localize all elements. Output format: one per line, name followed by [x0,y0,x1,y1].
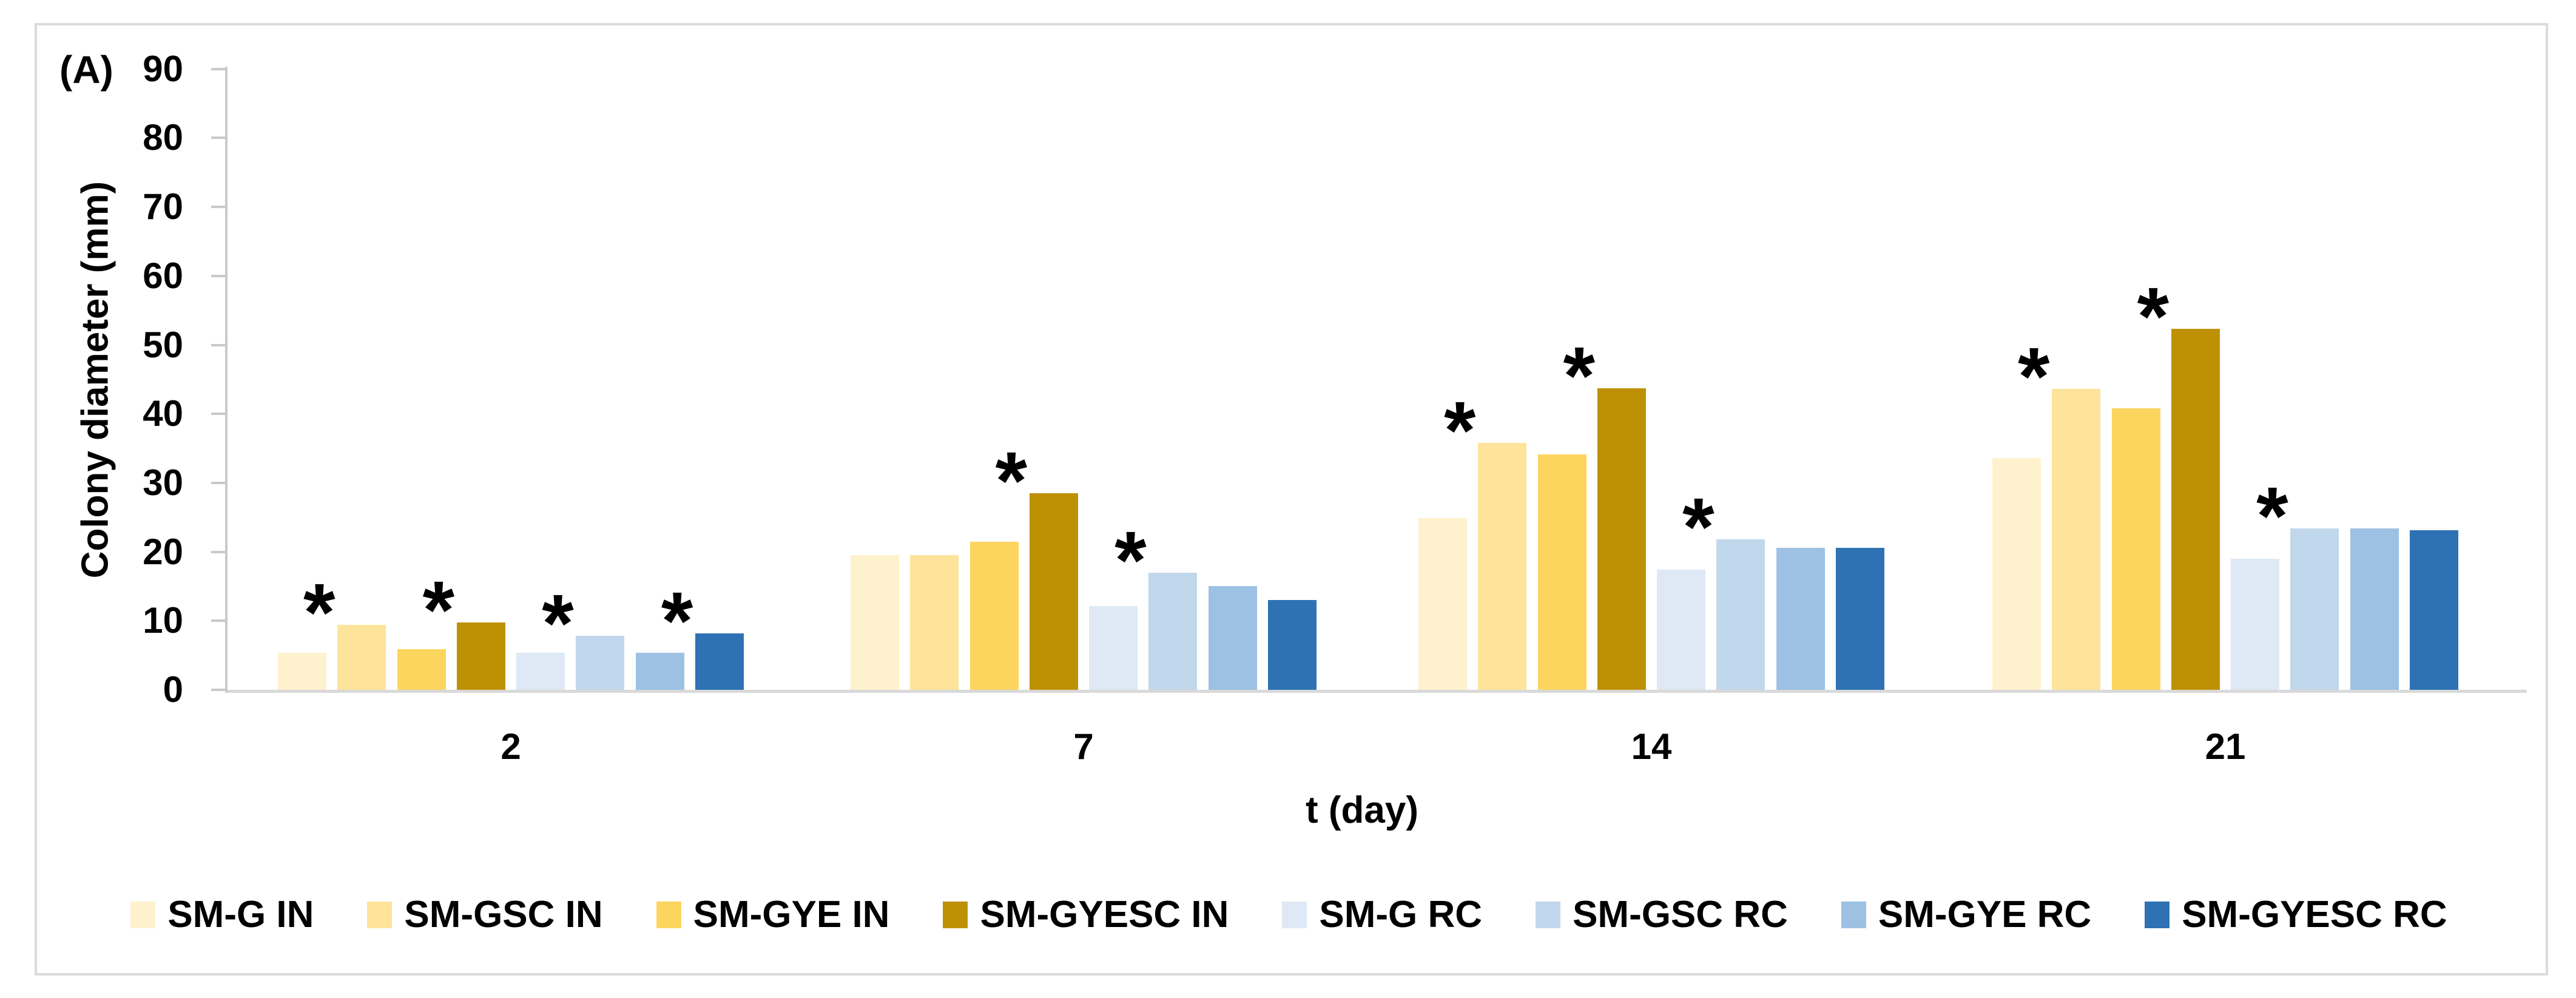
legend-entry-sm-g-rc: SM-G RC [1282,893,1482,936]
bar-sm-gye-rc-day14 [1776,547,1825,690]
bar-sm-gye-rc-day21 [2350,528,2399,690]
significance-asterisk: * [1563,329,1596,422]
bar-sm-g-in-day14 [1418,518,1467,690]
legend-entry-sm-gyesc-rc: SM-GYESC RC [2145,893,2447,936]
bar-sm-gye-in-day21 [2111,408,2160,690]
bar-sm-gye-in-day2 [397,649,446,690]
bar-sm-gyesc-in-day2 [456,622,505,690]
legend-swatch-icon [943,901,968,928]
y-tick-mark [211,343,228,346]
significance-asterisk: * [1114,514,1147,606]
bar-sm-gsc-rc-day14 [1716,539,1765,690]
y-axis-line [225,67,228,693]
bar-sm-g-rc-day21 [2231,558,2280,690]
y-tick-label-80: 80 [143,117,183,158]
bar-sm-gyesc-rc-day2 [695,633,744,690]
bar-sm-gye-in-day7 [969,541,1019,690]
bar-sm-gyesc-rc-day7 [1268,600,1317,690]
x-category-label-21: 21 [2205,726,2246,767]
x-category-label-2: 2 [501,726,521,767]
x-axis-title: t (day) [1306,789,1418,831]
legend-label: SM-G IN [167,894,314,936]
bar-sm-g-in-day21 [1992,457,2041,690]
panel-label: (A) [59,48,113,92]
significance-asterisk: * [661,575,693,667]
y-tick-label-30: 30 [143,462,183,503]
bar-sm-gye-rc-day2 [635,652,684,690]
bar-sm-gye-in-day14 [1537,454,1586,690]
y-tick-mark [211,206,228,209]
y-tick-label-40: 40 [143,393,183,434]
legend-label: SM-G RC [1319,894,1483,936]
x-category-label-7: 7 [1073,726,1094,767]
bar-sm-gsc-rc-day7 [1148,572,1198,690]
bar-sm-gye-rc-day7 [1208,586,1257,690]
bar-sm-gsc-rc-day21 [2290,528,2339,690]
legend-swatch-icon [1841,901,1866,928]
bar-sm-gsc-in-day7 [910,555,959,690]
y-tick-label-20: 20 [143,531,183,572]
bar-sm-g-rc-day2 [516,652,565,690]
y-tick-label-60: 60 [143,255,183,296]
legend-entry-sm-gye-rc: SM-GYE RC [1841,893,2091,936]
legend-swatch-icon [1282,901,1307,928]
y-tick-label-50: 50 [143,324,183,365]
x-category-label-14: 14 [1631,726,1672,767]
bar-sm-g-rc-day14 [1657,570,1706,690]
bar-sm-gyesc-in-day14 [1597,388,1646,690]
bar-sm-gyesc-rc-day14 [1836,547,1885,690]
y-tick-mark [211,689,228,691]
significance-asterisk: * [422,564,455,656]
legend-entry-sm-gsc-rc: SM-GSC RC [1536,893,1788,936]
legend-label: SM-GYESC RC [2182,894,2447,936]
legend-entry-sm-gye-in: SM-GYE IN [656,893,890,936]
significance-asterisk: * [1443,384,1476,476]
legend-swatch-icon [130,901,156,928]
bar-sm-gsc-in-day21 [2052,389,2101,690]
y-tick-mark [211,619,228,622]
significance-asterisk: * [2256,470,2288,562]
significance-asterisk: * [303,566,335,658]
y-axis-title: Colony diameter (mm) [74,181,116,579]
y-tick-mark [211,67,228,70]
bar-sm-gyesc-in-day7 [1029,493,1078,690]
bar-sm-gsc-in-day14 [1478,442,1527,690]
significance-asterisk: * [2017,331,2050,423]
legend-entry-sm-gyesc-in: SM-GYESC IN [943,893,1229,936]
legend: SM-G IN SM-GSC IN SM-GYE IN SM-GYESC IN SM-G… [35,893,2543,936]
y-tick-label-70: 70 [143,186,183,228]
y-tick-label-0: 0 [163,669,183,710]
y-tick-mark [211,413,228,416]
legend-swatch-icon [367,901,393,928]
significance-asterisk: * [542,578,574,670]
legend-swatch-icon [656,901,681,928]
significance-asterisk: * [995,434,1028,527]
bar-sm-g-in-day2 [277,652,326,690]
bar-sm-gsc-rc-day2 [576,636,625,690]
bar-sm-gyesc-rc-day21 [2410,530,2459,690]
y-tick-mark [211,550,228,553]
bar-sm-gyesc-in-day21 [2171,329,2220,690]
legend-label: SM-GYE RC [1878,894,2092,936]
significance-asterisk: * [2137,271,2170,363]
legend-label: SM-GSC IN [404,894,603,936]
x-axis-baseline [228,690,2527,693]
significance-asterisk: * [1682,480,1715,573]
legend-entry-sm-g-in: SM-G IN [130,893,314,936]
legend-swatch-icon [2145,901,2170,928]
legend-entry-sm-gsc-in: SM-GSC IN [367,893,603,936]
y-tick-mark [211,137,228,140]
legend-label: SM-GSC RC [1573,894,1788,936]
y-tick-mark [211,274,228,277]
y-tick-mark [211,481,228,484]
y-tick-label-90: 90 [143,48,183,89]
legend-label: SM-GYESC IN [980,894,1229,936]
bar-sm-g-in-day7 [850,555,899,690]
bar-sm-g-rc-day7 [1089,606,1138,690]
y-tick-label-10: 10 [143,600,183,641]
legend-label: SM-GYE IN [693,894,890,936]
legend-swatch-icon [1536,901,1561,928]
bar-sm-gsc-in-day2 [337,625,386,690]
